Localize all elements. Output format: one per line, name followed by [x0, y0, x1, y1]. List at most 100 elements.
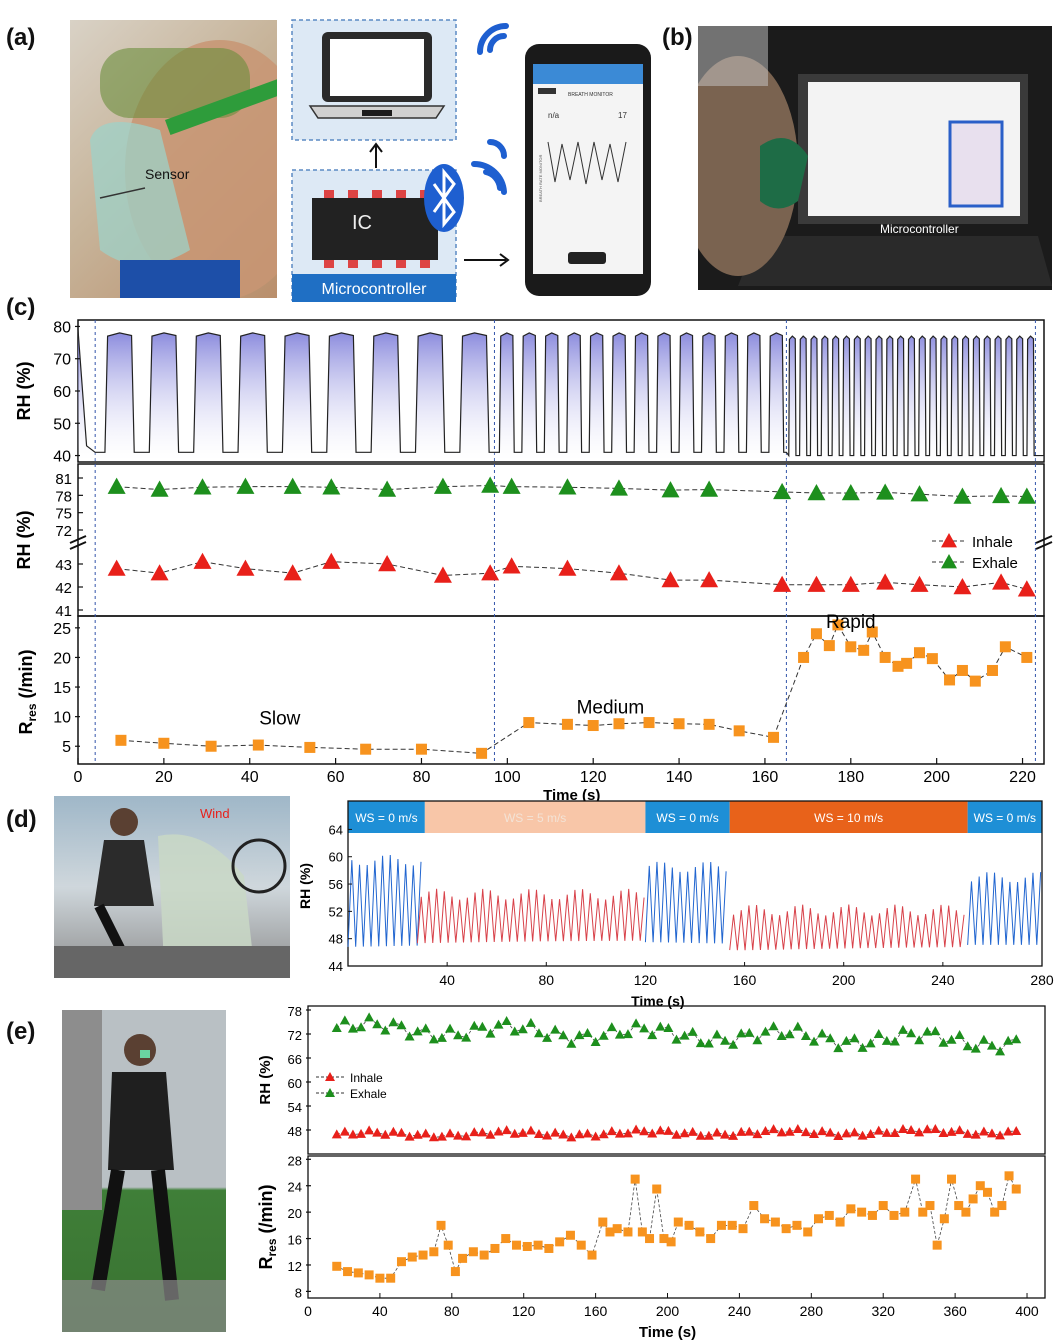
y-tick-label: 48: [329, 932, 343, 947]
data-point: [558, 559, 577, 576]
data-point: [792, 1021, 803, 1031]
x-tick-label: 40: [241, 769, 259, 786]
data-point: [576, 1240, 586, 1250]
legend-e: Inhale Exhale: [316, 1071, 387, 1101]
data-point: [598, 1129, 609, 1139]
series-rres: [332, 1171, 1021, 1283]
data-point: [982, 1187, 992, 1197]
plot-frame: [307, 1005, 1046, 1155]
data-point: [343, 1267, 353, 1277]
data-point: [776, 1031, 787, 1041]
data-point: [433, 477, 452, 494]
x-tick-label: 100: [494, 769, 521, 786]
data-point: [809, 1036, 820, 1046]
data-point: [784, 1126, 795, 1136]
data-point: [953, 578, 972, 595]
data-point: [477, 1021, 488, 1031]
data-point: [944, 674, 956, 686]
data-point: [582, 1128, 593, 1138]
series-rres: [115, 619, 1033, 759]
y-axis-label: RH (%): [14, 511, 34, 570]
data-point: [914, 1127, 925, 1137]
data-point: [1011, 1034, 1022, 1044]
data-point: [954, 1030, 965, 1040]
y-tick-label: 24: [288, 1180, 302, 1195]
y-tick-label: 40: [53, 449, 71, 466]
phase-annotation: Medium: [577, 698, 645, 719]
data-point: [356, 1022, 367, 1032]
y-axis-label: Rres (/min): [16, 649, 39, 734]
data-point: [926, 653, 938, 665]
data-point: [631, 1018, 642, 1028]
data-point: [695, 1038, 706, 1048]
y-tick-label: 54: [288, 1100, 302, 1115]
data-point: [946, 1034, 957, 1044]
wind-band-rect: [967, 801, 1042, 833]
data-point: [671, 1034, 682, 1044]
wind-band-rect: [729, 801, 968, 833]
x-tick-label: 280: [1030, 972, 1054, 988]
data-point: [736, 1126, 747, 1136]
x-tick-label: 80: [413, 769, 431, 786]
data-point: [542, 1032, 553, 1042]
data-point: [671, 1129, 682, 1139]
data-point: [347, 1129, 358, 1139]
data-point: [322, 552, 341, 569]
data-point: [150, 480, 169, 497]
data-point: [841, 1128, 852, 1138]
data-point: [970, 1043, 981, 1053]
legend-c: Inhale Exhale: [932, 533, 1018, 572]
data-point: [502, 477, 521, 494]
data-point: [558, 1030, 569, 1040]
data-point: [800, 1030, 811, 1040]
data-point: [372, 1127, 383, 1137]
legend-label: Inhale: [350, 1071, 383, 1085]
y-axis-label: RH (%): [297, 863, 313, 909]
data-point: [1017, 487, 1036, 504]
wifi-icon: [471, 23, 509, 195]
data-point: [809, 1128, 820, 1138]
y-tick-label: 28: [288, 1153, 302, 1168]
data-point: [975, 1181, 985, 1191]
data-point: [236, 477, 255, 494]
data-point: [433, 566, 452, 583]
data-point: [533, 1028, 544, 1038]
panel-label-a: (a): [6, 24, 36, 51]
running-photo: [62, 1010, 226, 1332]
data-point: [372, 1019, 383, 1029]
data-point: [953, 487, 972, 504]
data-point: [679, 1030, 690, 1040]
wireless-diagram: BREATH MONITOR n/a 17 BREATH RATE MONITO…: [424, 23, 651, 296]
wind-band-label: WS = 5 m/s: [504, 811, 566, 825]
data-point: [1011, 1184, 1021, 1194]
data-point: [990, 1207, 1000, 1217]
data-point: [445, 1128, 456, 1138]
data-point: [841, 575, 860, 592]
data-point: [1011, 1125, 1022, 1135]
data-point: [643, 717, 655, 729]
data-point: [158, 737, 170, 749]
y-tick-label: 48: [288, 1124, 302, 1139]
data-point: [684, 1220, 694, 1230]
y-tick-label: 60: [288, 1076, 302, 1091]
x-tick-label: 160: [752, 769, 779, 786]
data-point: [947, 1174, 957, 1184]
data-point: [453, 1130, 464, 1140]
data-point: [814, 1214, 824, 1224]
wind-band-label: WS = 0 m/s: [355, 811, 417, 825]
data-point: [659, 1234, 669, 1244]
data-point: [857, 1130, 868, 1140]
data-point: [760, 1214, 770, 1224]
phase-annotation: Rapid: [826, 612, 876, 633]
series-inhale: [107, 552, 1036, 597]
data-point: [773, 575, 792, 592]
data-point: [509, 1128, 520, 1138]
data-point: [388, 1126, 399, 1136]
data-point: [679, 1128, 690, 1138]
data-point: [956, 664, 968, 676]
x-tick-label: 320: [872, 1303, 896, 1319]
data-point: [922, 1124, 933, 1134]
data-point: [876, 483, 895, 500]
ic-label: IC: [352, 212, 372, 234]
data-point: [612, 1224, 622, 1234]
